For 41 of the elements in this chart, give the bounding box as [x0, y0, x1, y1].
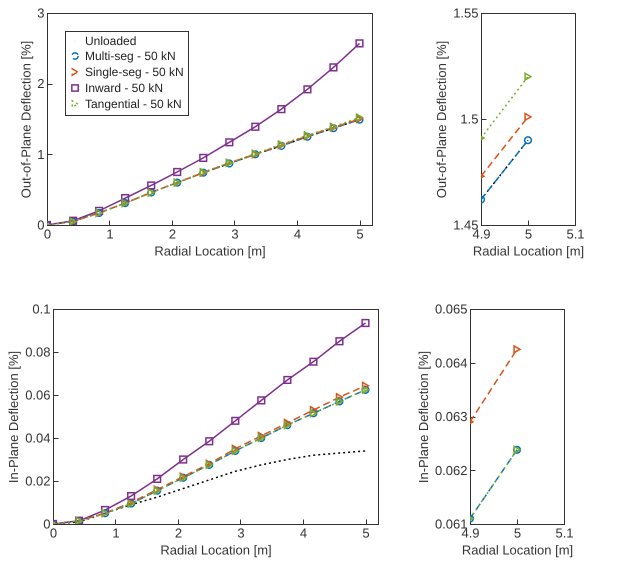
y-tick-label: 0.06	[25, 388, 50, 402]
x-tick-label: 2	[174, 526, 182, 540]
x-tick-label: 3	[231, 226, 239, 242]
legend-label: Tangential - 50 kN	[85, 97, 182, 111]
y-tick-label: 0.1	[32, 302, 50, 316]
y-tick-label: 1.5	[460, 112, 478, 126]
y-axis-title: In-Plane Deflection [%]	[6, 350, 22, 484]
x-axis-title: Radial Location [m]	[472, 244, 584, 258]
y-axis-title: In-Plane Deflection [%]	[416, 350, 431, 484]
y-axis-title: Out-of-Plane Deflection [%]	[434, 40, 450, 198]
x-axis-title: Radial Location [m]	[154, 244, 266, 258]
y-tick-label: 0.062	[434, 462, 468, 478]
legend-label: Multi-seg - 50 kN	[85, 49, 176, 63]
x-axis-title: Radial Location [m]	[160, 542, 272, 558]
y-tick-label: 0.04	[25, 430, 50, 446]
x-tick-label: 5.1	[566, 226, 585, 242]
x-tick-label: 1	[112, 526, 120, 540]
y-axis-title: Out-of-Plane Deflection [%]	[18, 40, 34, 198]
y-tick-label: 0.063	[434, 409, 468, 424]
x-tick-label: 4	[294, 226, 302, 242]
y-tick-label: 0.08	[25, 344, 50, 360]
y-tick-label: 2	[37, 76, 44, 92]
x-tick-label: 5	[524, 226, 532, 242]
legend-label: Inward - 50 kN	[85, 81, 164, 95]
y-tick-label: 1.55	[453, 6, 478, 20]
x-axis-title: Radial Location [m]	[462, 542, 574, 558]
x-tick-label: 5	[362, 526, 370, 540]
x-tick-label: 2	[168, 226, 176, 242]
y-tick-label: 0.064	[434, 355, 468, 370]
y-tick-label: 0.065	[434, 302, 468, 316]
y-tick-label: 3	[37, 6, 44, 20]
x-tick-label: 1	[106, 226, 114, 242]
y-tick-label: 0.02	[25, 474, 50, 488]
y-tick-label: 1	[37, 146, 44, 162]
x-tick-label: 4	[300, 526, 308, 540]
legend-label: Unloaded	[85, 34, 136, 48]
x-tick-label: 3	[237, 526, 245, 540]
legend-label: Single-seg - 50 kN	[85, 65, 184, 79]
x-tick-label: 5	[356, 226, 364, 242]
x-tick-label: 5	[514, 526, 522, 540]
x-tick-label: 5.1	[555, 526, 574, 540]
